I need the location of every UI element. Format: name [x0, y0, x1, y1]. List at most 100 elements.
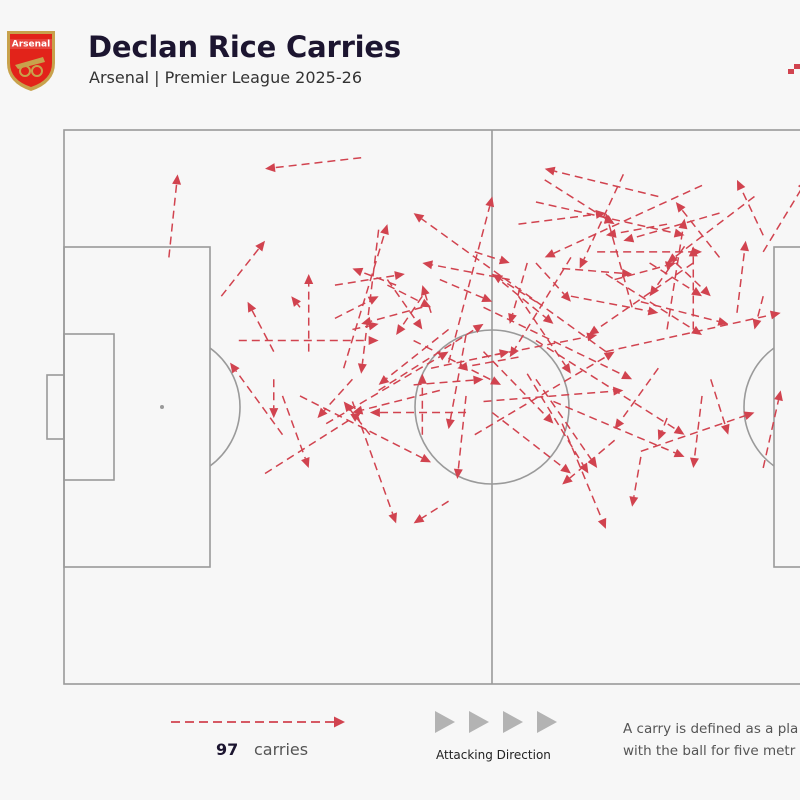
- carry-arrow: [553, 400, 685, 458]
- carry-arrowhead: [380, 224, 389, 236]
- carry-arrow: [666, 218, 688, 330]
- carry-arrowhead: [247, 301, 257, 313]
- carry-arrow: [445, 334, 467, 430]
- carry-arrowhead: [420, 453, 432, 463]
- carry-arrow: [457, 356, 519, 371]
- carry-arrow: [544, 184, 703, 258]
- carry-arrow: [492, 274, 537, 303]
- carry-arrow: [230, 362, 284, 436]
- carry-line: [640, 415, 746, 453]
- carry-arrowhead: [586, 332, 598, 342]
- carry-line: [370, 306, 423, 323]
- pitch-boundary: [63, 129, 800, 685]
- carry-line: [619, 367, 659, 422]
- carry-arrowhead: [544, 249, 556, 258]
- carry-arrow: [386, 279, 423, 330]
- legend-carry-arrow: [171, 716, 345, 728]
- carry-line: [424, 294, 432, 314]
- carry-arrowhead: [736, 179, 746, 191]
- carry-arrowhead: [700, 286, 711, 297]
- carry-arrowhead: [649, 285, 660, 297]
- carry-arrow: [614, 367, 659, 430]
- carry-line: [553, 184, 703, 254]
- page-title: Declan Rice Carries: [88, 30, 401, 64]
- carry-arrow: [526, 373, 589, 474]
- carry-arrowhead: [769, 310, 781, 320]
- carry-arrowhead: [396, 324, 406, 335]
- carry-line: [535, 378, 593, 461]
- carry-arrowhead: [678, 218, 688, 230]
- carry-arrowhead: [664, 261, 676, 270]
- carry-line: [361, 389, 441, 411]
- carry-arrowhead: [417, 373, 427, 384]
- carry-arrow: [657, 417, 668, 441]
- footnote-line-2: with the ball for five metr: [623, 743, 796, 759]
- carry-line: [518, 213, 597, 225]
- carry-arrowhead: [445, 418, 455, 430]
- carry-arrow: [421, 285, 432, 314]
- carry-arrow: [544, 179, 615, 225]
- carry-arrowhead: [542, 314, 554, 324]
- carry-arrowhead: [352, 267, 364, 277]
- carry-arrow: [690, 395, 703, 468]
- carry-line: [562, 267, 623, 274]
- carry-arrow: [396, 295, 423, 335]
- attacking-direction-arrows: [435, 711, 557, 733]
- carry-arrowhead: [499, 349, 510, 359]
- carry-arrowhead: [587, 457, 598, 468]
- carry-arrowhead: [508, 313, 517, 324]
- carry-arrowhead: [265, 163, 276, 173]
- carry-arrowhead: [369, 408, 380, 418]
- carry-line: [401, 295, 423, 328]
- carry-arrow: [736, 240, 749, 313]
- carry-arrow: [453, 395, 467, 480]
- carry-line: [334, 274, 396, 286]
- carry-line: [654, 245, 686, 289]
- carry-arrow: [535, 378, 598, 468]
- carry-arrow: [325, 351, 449, 425]
- carry-arrowhead: [413, 213, 425, 223]
- carry-arrow: [474, 351, 615, 436]
- carry-arrowhead: [291, 296, 301, 307]
- carry-line: [491, 411, 564, 468]
- attacking-direction-label: Attacking Direction: [436, 748, 551, 762]
- carry-arrow: [518, 209, 606, 225]
- carry-arrow: [688, 246, 698, 330]
- carry-arrowhead: [613, 386, 624, 396]
- carry-line: [632, 212, 720, 239]
- carry-arrowhead: [629, 496, 639, 507]
- carry-arrow: [342, 224, 389, 369]
- carry-arrow: [220, 240, 266, 297]
- carry-arrowhead: [413, 514, 425, 524]
- carry-arrow: [517, 295, 571, 374]
- carry-line: [449, 334, 467, 420]
- carry-arrow: [562, 439, 616, 485]
- carry-arrowhead: [621, 268, 633, 278]
- carry-line: [553, 400, 676, 454]
- left-goal: [46, 374, 65, 440]
- carry-arrow: [614, 261, 676, 281]
- carry-arrow: [269, 379, 279, 419]
- carry-arrowhead: [472, 323, 484, 334]
- carry-arrow: [570, 295, 659, 316]
- carry-arrow: [413, 500, 449, 524]
- carry-arrow: [675, 262, 711, 297]
- direction-arrow-icon: [537, 711, 557, 733]
- carry-arrow: [605, 310, 781, 353]
- carry-arrowhead: [560, 291, 571, 302]
- carry-line: [661, 417, 668, 432]
- carry-arrow: [605, 223, 668, 238]
- carry-arrow: [352, 389, 441, 415]
- carry-arrow: [483, 332, 598, 358]
- carry-line: [349, 408, 371, 436]
- carry-arrow: [265, 156, 362, 173]
- carry-arrow: [474, 251, 510, 265]
- carry-arrowhead: [560, 463, 571, 474]
- carry-line: [323, 378, 353, 412]
- carry-line: [483, 336, 588, 358]
- carry-line: [605, 273, 694, 331]
- carry-arrow: [343, 401, 371, 436]
- carry-arrow: [247, 301, 275, 352]
- carry-arrowhead: [422, 260, 434, 270]
- carry-arrow: [413, 213, 607, 353]
